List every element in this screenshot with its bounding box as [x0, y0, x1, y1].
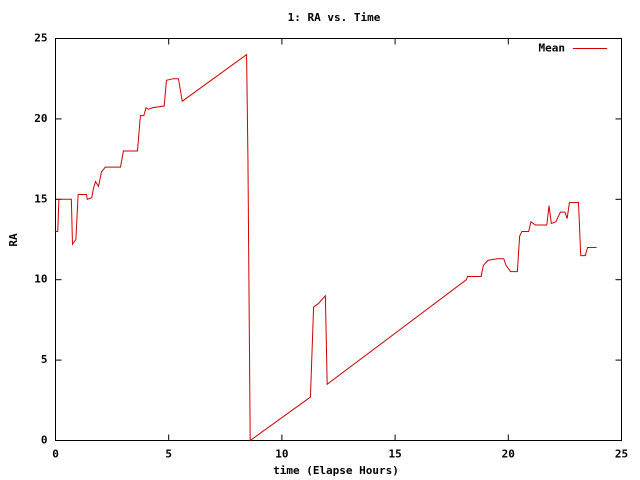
y-tick-label: 15	[34, 192, 47, 205]
data-line	[55, 53, 597, 442]
legend-label: Mean	[539, 42, 566, 55]
x-tick-label: 25	[615, 448, 628, 461]
x-tick-label: 0	[52, 448, 59, 461]
x-tick-label: 10	[275, 448, 288, 461]
x-axis-label: time (Elapse Hours)	[273, 464, 399, 477]
x-tick-label: 20	[502, 448, 515, 461]
y-tick-label: 0	[41, 434, 48, 447]
y-tick-label: 20	[34, 112, 47, 125]
x-tick-label: 5	[165, 448, 172, 461]
y-tick-label: 10	[34, 273, 47, 286]
x-tick-label: 15	[388, 448, 401, 461]
y-tick-label: 5	[41, 353, 48, 366]
y-axis-label: RA	[7, 233, 20, 247]
y-tick-label: 25	[34, 32, 47, 45]
plot-border	[55, 38, 622, 441]
chart-title: 1: RA vs. Time	[288, 11, 381, 24]
